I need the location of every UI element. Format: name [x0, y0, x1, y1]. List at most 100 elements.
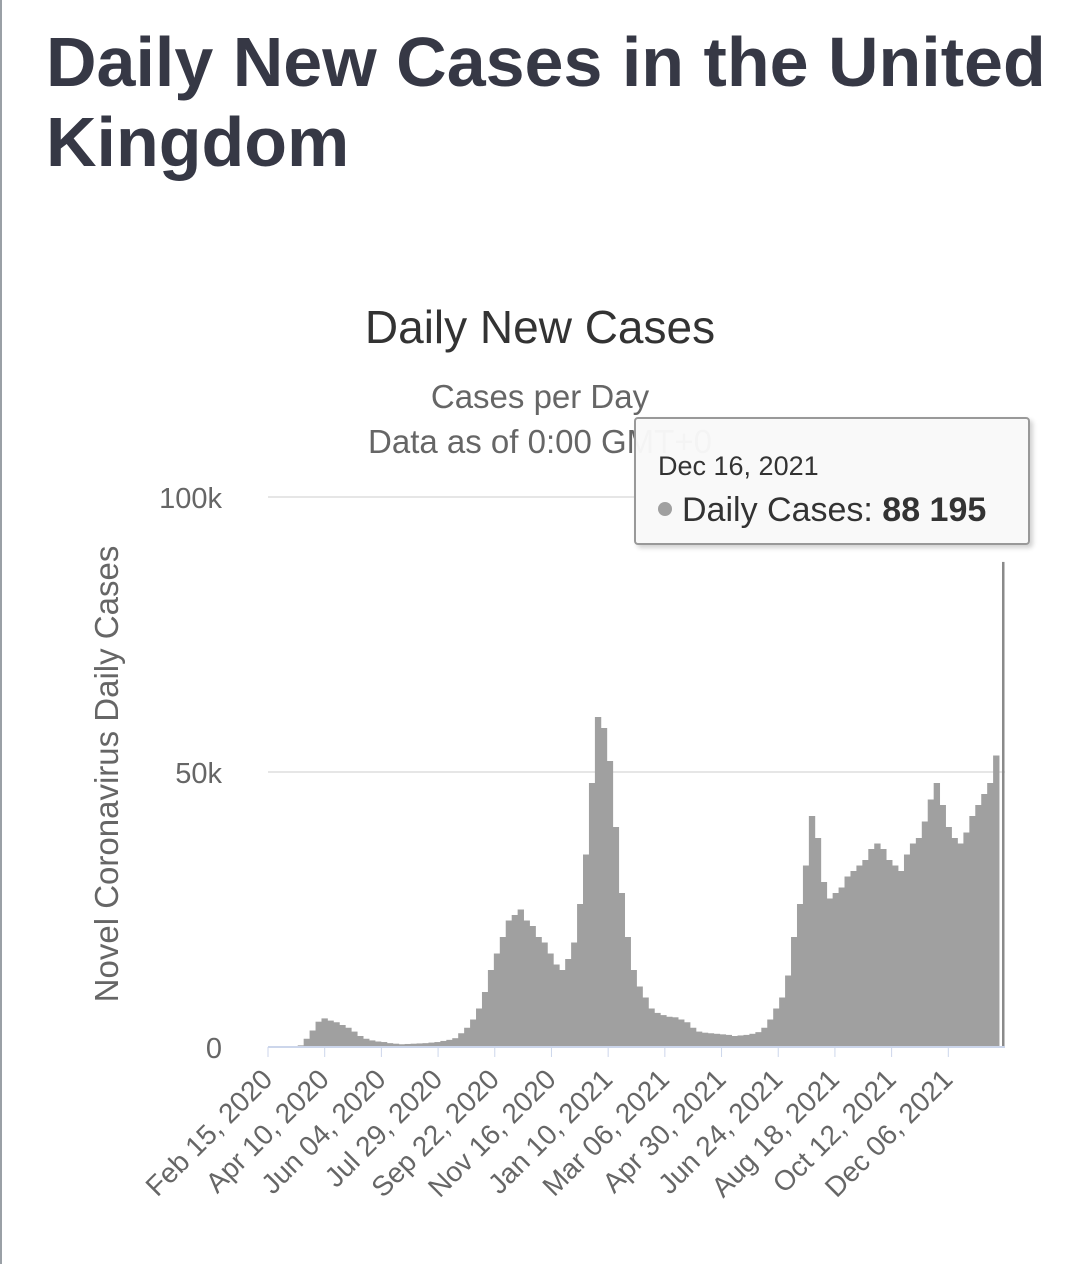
bar[interactable] [856, 865, 863, 1048]
bar[interactable] [725, 1034, 732, 1047]
bar[interactable] [814, 838, 822, 1047]
bar[interactable] [392, 1043, 400, 1047]
bar[interactable] [410, 1043, 417, 1047]
bar[interactable] [886, 860, 893, 1047]
bar[interactable] [945, 827, 952, 1047]
bar[interactable] [880, 849, 887, 1047]
bar[interactable] [339, 1025, 346, 1047]
bar[interactable] [660, 1015, 667, 1047]
bar[interactable] [535, 937, 542, 1047]
bar[interactable] [802, 865, 810, 1048]
bar[interactable] [470, 1019, 477, 1048]
bar[interactable] [351, 1031, 358, 1047]
bar[interactable] [511, 915, 519, 1047]
bar[interactable] [791, 937, 798, 1047]
bar[interactable] [820, 882, 828, 1047]
bar[interactable] [452, 1038, 459, 1047]
bar[interactable] [333, 1022, 340, 1047]
bar[interactable] [315, 1021, 322, 1047]
bar[interactable] [327, 1020, 334, 1047]
bar[interactable] [422, 1043, 429, 1047]
bar[interactable] [957, 843, 964, 1048]
bar[interactable] [624, 937, 631, 1047]
bar[interactable] [493, 953, 501, 1048]
bar[interactable] [398, 1044, 406, 1047]
bar[interactable] [487, 970, 495, 1047]
bar[interactable] [755, 1032, 762, 1047]
bar[interactable] [862, 860, 869, 1047]
bar[interactable] [826, 898, 834, 1048]
bar[interactable] [963, 832, 970, 1048]
bar-highlighted[interactable] [1002, 561, 1005, 1047]
bar[interactable] [808, 816, 816, 1047]
bar[interactable] [505, 920, 513, 1048]
bar[interactable] [363, 1038, 370, 1047]
bar[interactable] [695, 1031, 703, 1047]
bar[interactable] [612, 827, 620, 1047]
bar[interactable] [844, 876, 851, 1048]
bar[interactable] [386, 1043, 394, 1047]
bar[interactable] [374, 1041, 382, 1048]
bar[interactable] [559, 970, 566, 1047]
bar[interactable] [987, 783, 994, 1047]
bar[interactable] [933, 783, 941, 1047]
bar[interactable] [761, 1027, 768, 1047]
bar[interactable] [743, 1034, 750, 1047]
bar[interactable] [707, 1033, 715, 1047]
bar[interactable] [749, 1033, 756, 1047]
bar[interactable] [898, 871, 905, 1047]
bar[interactable] [606, 761, 614, 1047]
bar[interactable] [630, 970, 637, 1047]
bar[interactable] [767, 1019, 774, 1048]
bar[interactable] [577, 904, 584, 1047]
bar[interactable] [517, 909, 524, 1048]
bar[interactable] [440, 1040, 447, 1047]
bar[interactable] [737, 1035, 744, 1047]
bar[interactable] [464, 1027, 471, 1047]
bar[interactable] [684, 1022, 691, 1047]
bar[interactable] [434, 1042, 441, 1047]
bar[interactable] [594, 717, 602, 1047]
bar[interactable] [868, 849, 875, 1047]
bar[interactable] [951, 838, 958, 1047]
bar[interactable] [416, 1043, 423, 1047]
bar[interactable] [915, 838, 923, 1047]
bar[interactable] [838, 887, 845, 1048]
bar[interactable] [666, 1016, 673, 1047]
bar[interactable] [583, 854, 590, 1048]
bar[interactable] [476, 1008, 483, 1048]
bar[interactable] [321, 1018, 328, 1047]
bar[interactable] [909, 843, 917, 1048]
bar[interactable] [773, 1008, 780, 1048]
bar[interactable] [380, 1042, 388, 1047]
bar[interactable] [571, 942, 578, 1048]
bar[interactable] [969, 816, 976, 1047]
bar[interactable] [523, 920, 530, 1048]
bar[interactable] [731, 1036, 738, 1047]
bar[interactable] [529, 926, 536, 1047]
bar[interactable] [618, 893, 626, 1047]
bar[interactable] [404, 1043, 412, 1047]
bar[interactable] [981, 794, 988, 1047]
bar[interactable] [927, 799, 935, 1048]
bar[interactable] [428, 1042, 435, 1047]
bar[interactable] [832, 893, 839, 1047]
bar[interactable] [458, 1033, 465, 1047]
bar[interactable] [446, 1039, 453, 1047]
bar[interactable] [796, 904, 804, 1047]
bar[interactable] [719, 1034, 727, 1047]
bar[interactable] [892, 865, 899, 1048]
bar[interactable] [309, 1030, 316, 1048]
bar[interactable] [975, 805, 982, 1047]
bar[interactable] [648, 1008, 655, 1048]
bar[interactable] [779, 997, 786, 1048]
bar[interactable] [672, 1017, 679, 1047]
bar[interactable] [369, 1040, 376, 1047]
bar[interactable] [553, 964, 560, 1048]
bar[interactable] [850, 871, 857, 1047]
bar[interactable] [921, 821, 929, 1048]
bar[interactable] [701, 1032, 709, 1047]
bar[interactable] [785, 975, 792, 1048]
bar[interactable] [636, 986, 643, 1048]
